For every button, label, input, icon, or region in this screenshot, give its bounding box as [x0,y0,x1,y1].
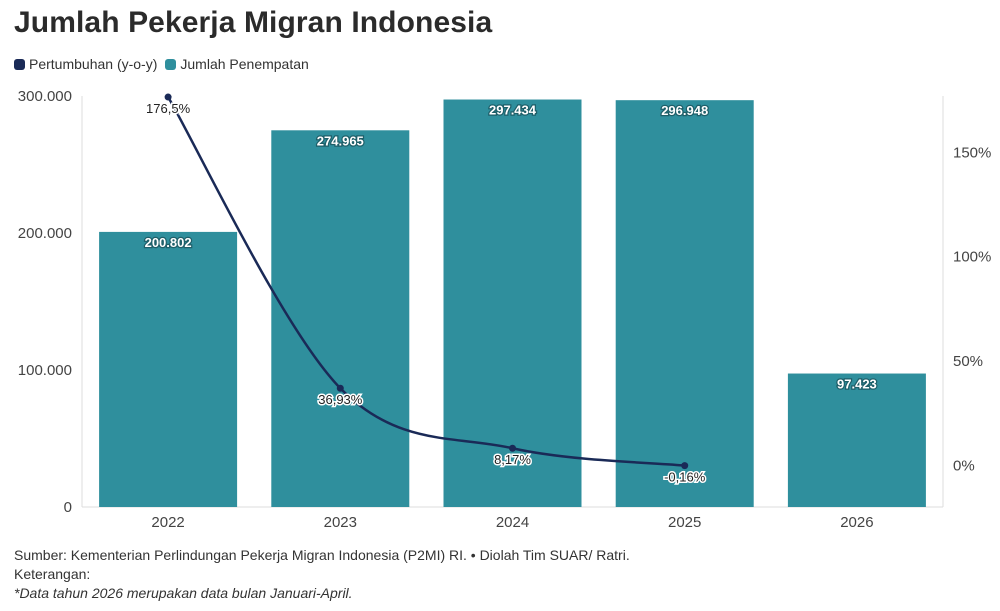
legend-item-placement: Jumlah Penempatan [165,56,309,72]
growth-data-label: -0,16% [664,470,706,485]
x-tick-label: 2024 [496,514,529,531]
legend-label-growth: Pertumbuhan (y-o-y) [29,56,158,72]
x-tick-label: 2026 [840,514,873,531]
y-right-tick-label: 50% [953,353,983,370]
x-tick-label: 2025 [668,514,701,531]
bar-data-label: 97.423 [837,377,877,392]
source-text: Sumber: Kementerian Perlindungan Pekerja… [14,547,630,563]
bar [615,100,754,507]
legend-label-placement: Jumlah Penempatan [180,56,309,72]
legend-swatch-growth [14,58,25,70]
bar-data-label: 296.948 [661,103,708,118]
bar [443,99,582,508]
bar [271,130,410,507]
x-tick-label: 2022 [151,514,184,531]
bar-data-label: 200.802 [145,235,192,250]
growth-point [336,384,344,392]
growth-point [681,462,689,470]
x-tick-label: 2023 [324,514,357,531]
bar [787,373,926,507]
y-left-tick-label: 200.000 [18,225,72,242]
chart-title: Jumlah Pekerja Migran Indonesia [14,6,493,39]
y-left-tick-label: 300.000 [18,88,72,105]
growth-data-label: 8,17% [494,452,531,467]
growth-data-label: 176,5% [146,101,191,116]
growth-line [167,96,685,467]
combo-chart: 0 100.000 200.000 300.000 0% 50% 100% 150% 2022 2… [18,88,992,531]
bar-data-label: 297.434 [489,103,537,118]
legend: Pertumbuhan (y-o-y) Jumlah Penempatan [14,56,317,72]
legend-item-growth: Pertumbuhan (y-o-y) [14,56,157,72]
growth-point [509,444,516,452]
y-right-tick-label: 100% [953,249,991,266]
y-left-tick-label: 0 [64,499,72,516]
y-right-tick-label: 0% [953,457,975,474]
legend-swatch-placement [165,58,177,70]
note-text: *Data tahun 2026 merupakan data bulan Ja… [14,585,353,601]
growth-data-label: 36,93% [318,392,363,407]
growth-point [164,93,172,101]
bar [99,231,238,508]
bar-data-label: 274.965 [317,133,364,148]
y-right-tick-label: 150% [953,144,991,161]
note-label: Keterangan: [14,566,91,582]
footer: Sumber: Kementerian Perlindungan Pekerja… [14,546,630,603]
y-left-tick-label: 100.000 [18,362,72,379]
